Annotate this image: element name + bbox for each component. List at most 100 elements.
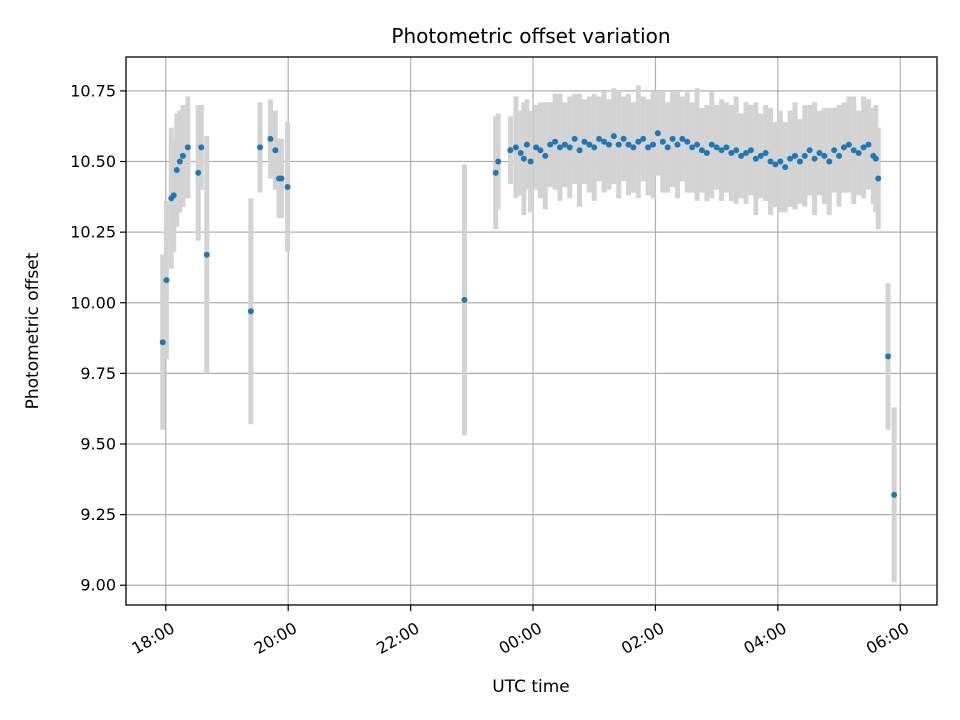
y-axis-ticks: 9.00 9.25 9.50 9.75 10.00 10.25 10.50 10.75 (70, 81, 126, 595)
data-point (561, 141, 568, 148)
x-tick-label: 18:00 (128, 618, 177, 658)
x-axis-ticks: 18:00 20:00 22:00 00:00 02:00 04:00 06:00 (128, 605, 912, 658)
data-point (718, 147, 725, 154)
x-tick-label: 22:00 (373, 618, 422, 658)
data-point (865, 141, 872, 148)
data-point (591, 144, 598, 151)
data-point (855, 150, 862, 157)
data-point (713, 144, 720, 151)
data-point (684, 138, 691, 145)
data-point (816, 150, 823, 157)
data-point (163, 277, 170, 284)
data-point (791, 152, 798, 159)
y-tick-label: 9.25 (80, 505, 116, 524)
x-tick-label: 20:00 (251, 618, 300, 658)
data-point (556, 144, 563, 151)
data-point (247, 308, 254, 315)
data-point (184, 144, 191, 151)
data-point (836, 152, 843, 159)
data-point (733, 147, 740, 154)
data-point (860, 144, 867, 151)
data-point (891, 491, 898, 498)
data-point (576, 147, 583, 154)
data-point (762, 150, 769, 157)
data-point (257, 144, 264, 151)
data-point (787, 155, 794, 162)
data-point (728, 150, 735, 157)
data-point (601, 138, 608, 145)
data-point (527, 158, 534, 165)
data-point (278, 175, 285, 182)
data-point (159, 339, 166, 346)
data-point (782, 164, 789, 171)
data-point (796, 158, 803, 165)
data-point (831, 147, 838, 154)
data-point (533, 144, 540, 151)
data-point (698, 147, 705, 154)
data-point (605, 141, 612, 148)
data-points (159, 130, 898, 498)
data-point (571, 135, 578, 142)
y-tick-label: 9.50 (80, 434, 116, 453)
data-point (537, 147, 544, 154)
data-point (806, 147, 813, 154)
chart-title: Photometric offset variation (391, 24, 670, 48)
data-point (679, 135, 686, 142)
data-point (723, 144, 730, 151)
data-point (547, 141, 554, 148)
data-point (520, 155, 527, 162)
y-tick-label: 10.50 (70, 152, 116, 171)
data-point (674, 141, 681, 148)
data-point (179, 152, 186, 159)
data-point (596, 135, 603, 142)
data-point (523, 141, 530, 148)
data-point (461, 296, 468, 303)
data-point (821, 152, 828, 159)
data-point (659, 138, 666, 145)
data-point (640, 135, 647, 142)
data-point (840, 144, 847, 151)
x-tick-label: 00:00 (496, 618, 545, 658)
y-tick-label: 10.00 (70, 293, 116, 312)
data-point (689, 144, 696, 151)
data-point (777, 158, 784, 165)
x-tick-label: 06:00 (863, 618, 912, 658)
data-point (664, 144, 671, 151)
data-point (752, 155, 759, 162)
y-axis-label: Photometric offset (23, 252, 43, 409)
data-point (625, 141, 632, 148)
data-point (176, 158, 183, 165)
data-point (757, 152, 764, 159)
data-point (542, 152, 549, 159)
data-point (620, 135, 627, 142)
data-point (552, 138, 559, 145)
y-tick-label: 10.75 (70, 81, 116, 100)
data-point (173, 166, 180, 173)
data-point (767, 158, 774, 165)
data-point (850, 147, 857, 154)
data-point (170, 192, 177, 199)
y-tick-label: 9.75 (80, 364, 116, 383)
data-point (586, 141, 593, 148)
data-point (203, 251, 210, 258)
data-point (826, 158, 833, 165)
data-point (566, 144, 573, 151)
data-point (272, 147, 279, 154)
data-point (738, 152, 745, 159)
data-point (694, 141, 701, 148)
data-point (845, 141, 852, 148)
x-tick-label: 02:00 (618, 618, 667, 658)
data-point (615, 141, 622, 148)
data-point (743, 150, 750, 157)
data-point (772, 161, 779, 168)
data-point (885, 353, 892, 360)
data-point (708, 141, 715, 148)
data-point (654, 130, 661, 137)
data-point (811, 155, 818, 162)
data-point (635, 138, 642, 145)
data-point (872, 155, 879, 162)
data-point (801, 152, 808, 159)
x-axis-label: UTC time (492, 677, 570, 697)
data-point (703, 150, 710, 157)
